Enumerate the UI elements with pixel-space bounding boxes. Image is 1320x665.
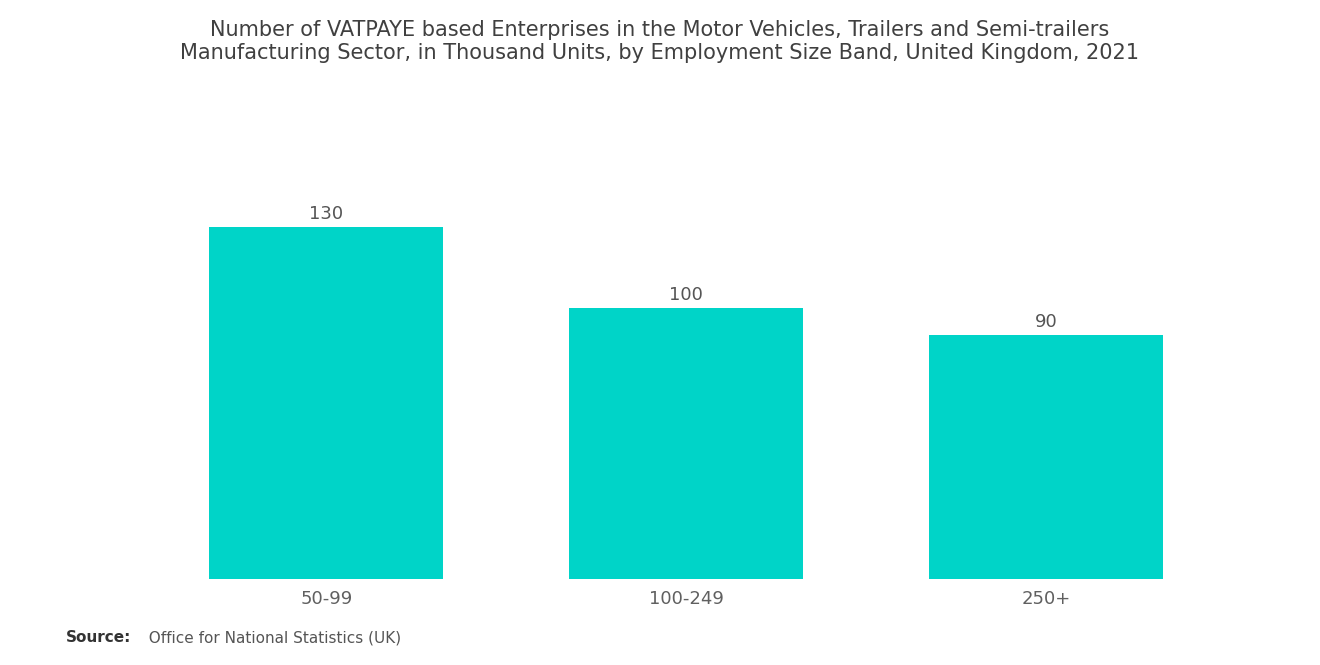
Text: Source:: Source: [66, 630, 132, 645]
Text: 90: 90 [1035, 313, 1057, 331]
Text: 100: 100 [669, 286, 704, 304]
Bar [210, 227, 444, 579]
Text: Number of VATPAYE based Enterprises in the Motor Vehicles, Trailers and Semi-tra: Number of VATPAYE based Enterprises in t… [181, 20, 1139, 63]
Bar [569, 309, 804, 579]
Bar [929, 335, 1163, 579]
Text: Office for National Statistics (UK): Office for National Statistics (UK) [139, 630, 401, 645]
Text: 130: 130 [309, 205, 343, 223]
